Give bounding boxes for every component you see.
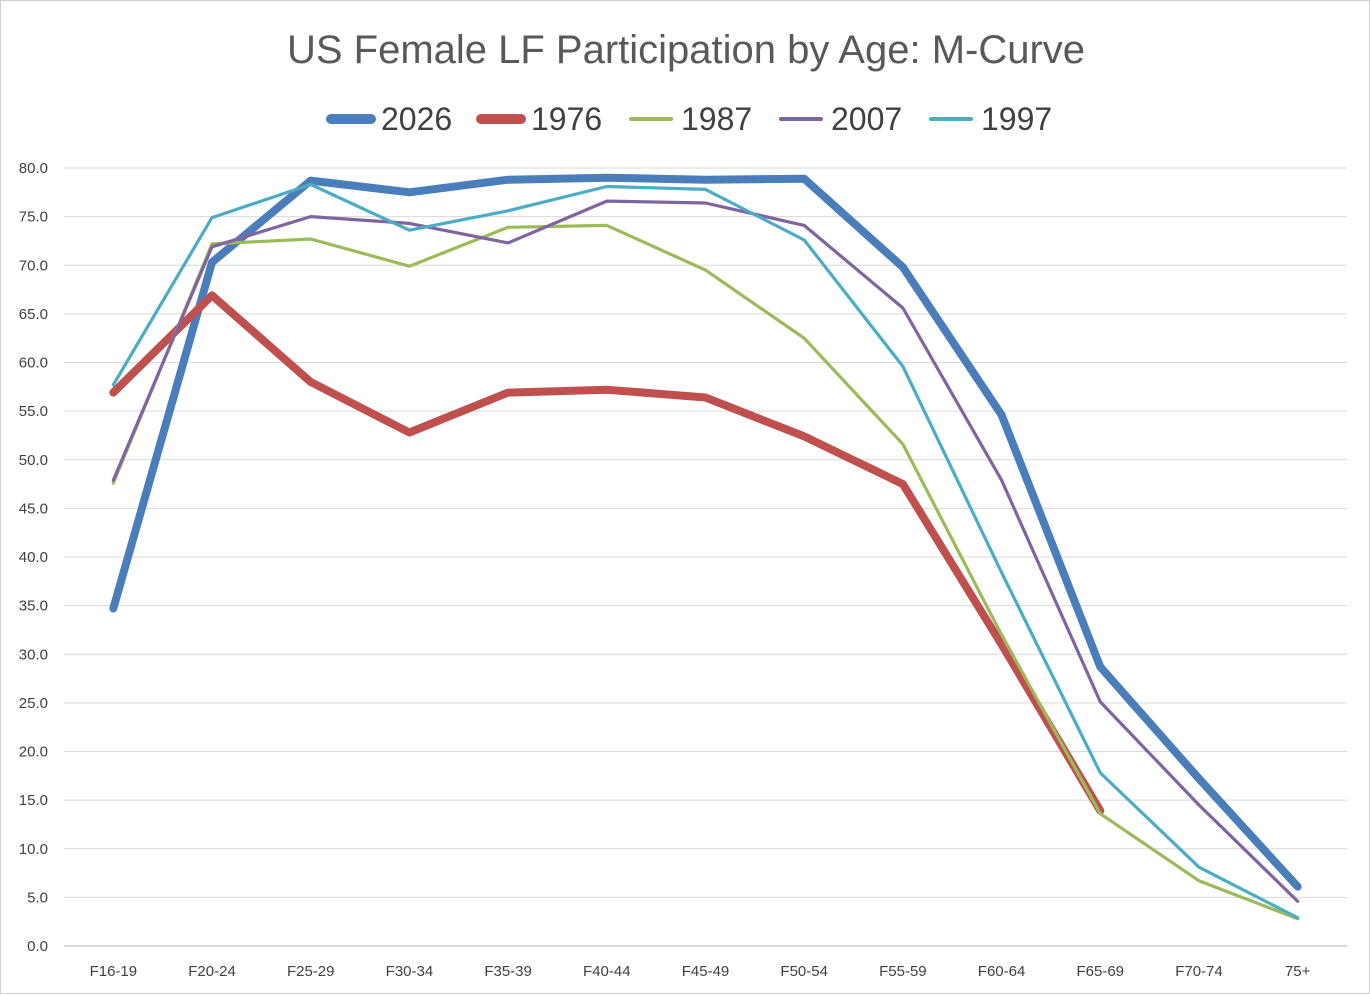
x-tick-label: F60-64	[978, 963, 1026, 980]
series-line-1997	[111, 182, 1300, 920]
series-lines	[109, 173, 1302, 921]
y-tick-label: 15.0	[19, 792, 48, 809]
legend-label-2007: 2007	[831, 101, 902, 137]
series-line-1976	[109, 291, 1105, 815]
x-tick-label: F30-34	[386, 963, 434, 980]
y-tick-label: 5.0	[27, 889, 48, 906]
series-line-1987	[111, 223, 1300, 921]
x-tick-label: F70-74	[1175, 963, 1223, 980]
legend-label-1997: 1997	[981, 101, 1052, 137]
legend-label-1987: 1987	[681, 101, 752, 137]
y-tick-label: 0.0	[27, 938, 48, 955]
y-tick-label: 10.0	[19, 841, 48, 858]
x-tick-label: F35-39	[484, 963, 532, 980]
y-axis-ticks: 0.0 5.0 10.0 15.0 20.0 25.0 30.0 35.0 40.0 45.0 50…	[19, 160, 48, 955]
y-tick-label: 50.0	[19, 452, 48, 469]
legend-label-1976: 1976	[531, 101, 602, 137]
legend-label-2026: 2026	[381, 101, 452, 137]
gridlines	[64, 167, 1347, 898]
x-tick-label: F55-59	[879, 963, 927, 980]
y-tick-label: 35.0	[19, 598, 48, 615]
x-tick-label: 75+	[1285, 963, 1311, 980]
x-tick-label: F16-19	[90, 963, 138, 980]
y-tick-label: 75.0	[19, 209, 48, 226]
series-line-2007	[111, 199, 1300, 903]
y-tick-label: 25.0	[19, 695, 48, 712]
x-axis-ticks: F16-19 F20-24 F25-29 F30-34 F35-39 F40-44 F45-…	[90, 963, 1311, 980]
x-tick-label: F40-44	[583, 963, 631, 980]
y-tick-label: 60.0	[19, 355, 48, 372]
y-tick-label: 30.0	[19, 646, 48, 663]
x-tick-label: F20-24	[188, 963, 236, 980]
chart-legend: 2026 1976 1987 2007 1997	[326, 101, 1052, 137]
y-tick-label: 20.0	[19, 744, 48, 761]
x-tick-label: F65-69	[1077, 963, 1125, 980]
x-tick-label: F45-49	[682, 963, 730, 980]
y-tick-label: 70.0	[19, 257, 48, 274]
y-tick-label: 40.0	[19, 549, 48, 566]
y-tick-label: 55.0	[19, 403, 48, 420]
y-tick-label: 80.0	[19, 160, 48, 177]
y-tick-label: 45.0	[19, 500, 48, 517]
series-line-2026	[109, 173, 1302, 891]
y-tick-label: 65.0	[19, 306, 48, 323]
x-tick-label: F50-54	[780, 963, 828, 980]
chart-title: US Female LF Participation by Age: M-Cur…	[287, 28, 1085, 72]
x-tick-label: F25-29	[287, 963, 335, 980]
